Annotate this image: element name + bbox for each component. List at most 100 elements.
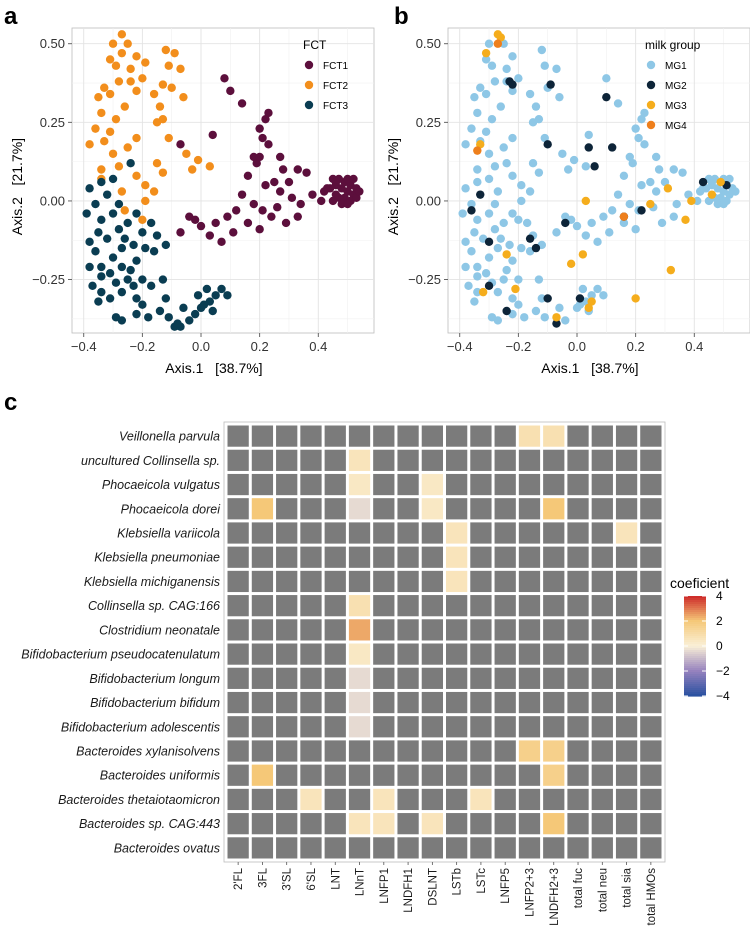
heatmap-cell-na	[300, 546, 322, 568]
heatmap-cell-value	[421, 473, 443, 496]
heatmap-cell-na	[470, 619, 492, 641]
point-mg3	[707, 190, 717, 199]
x-axis-label: Axis.1 [38.7%]	[165, 360, 262, 376]
heatmap-cell-value	[543, 498, 565, 520]
point-mg1	[508, 256, 517, 265]
heatmap-cell-na	[397, 619, 419, 641]
heatmap-cell-na	[227, 740, 249, 762]
point-fct1	[261, 114, 270, 124]
point-mg1	[493, 187, 503, 196]
heatmap-cell-na	[615, 813, 638, 835]
point-mg2	[602, 92, 611, 102]
heatmap-cell-na	[640, 595, 662, 617]
heatmap-cell-na	[251, 837, 274, 859]
heatmap-cell-na	[446, 764, 468, 786]
colorbar-title: coeficient	[670, 575, 729, 591]
colorbar-segment	[684, 640, 706, 643]
point-mg3	[496, 33, 505, 42]
legend-key-fct3	[304, 100, 314, 110]
point-mg1	[625, 152, 634, 162]
heatmap-cell-na	[227, 425, 249, 447]
point-mg1	[540, 133, 549, 143]
heatmap-cell-na	[543, 667, 565, 689]
x-tick-label: −0.2	[506, 339, 532, 354]
x-tick-label: −0.2	[130, 339, 156, 354]
colorbar-segment	[684, 646, 706, 649]
point-mg1	[651, 187, 661, 196]
heatmap-cell-na	[251, 522, 274, 544]
point-mg2	[552, 319, 561, 328]
point-fct2	[120, 102, 129, 111]
heatmap-cell-na	[615, 473, 638, 496]
point-fct1	[302, 168, 311, 177]
heatmap-cell-na	[591, 570, 613, 593]
colorbar-segment	[684, 634, 706, 637]
point-fct1	[317, 196, 326, 206]
heatmap-cell-na	[373, 522, 395, 544]
point-fct1	[273, 203, 282, 212]
heatmap-cell-na	[276, 425, 298, 447]
point-mg1	[581, 231, 591, 240]
point-fct3	[123, 275, 132, 284]
heatmap-frame	[223, 421, 666, 863]
column-label: total HMOs	[646, 868, 658, 926]
heatmap-cell-na	[348, 788, 371, 811]
heatmap-cell-value	[446, 570, 468, 593]
point-mg1	[640, 140, 649, 149]
heatmap-cell-na	[567, 643, 589, 665]
heatmap-cell-na	[518, 546, 541, 568]
x-tick-label: 0.2	[627, 339, 645, 354]
legend-key-fct1	[304, 60, 314, 70]
point-mg1	[481, 55, 491, 64]
colorbar-segment	[684, 606, 706, 609]
point-fct2	[94, 92, 103, 102]
colorbar-segment	[684, 644, 706, 647]
heatmap-cell-na	[397, 643, 419, 665]
x-tick-label: 0.0	[568, 339, 586, 354]
heatmap-cell-na	[251, 643, 274, 665]
point-fct2	[188, 165, 197, 174]
heatmap-cell-na	[567, 595, 589, 617]
point-mg1	[564, 165, 573, 174]
point-mg1	[528, 159, 538, 168]
point-fct2	[126, 77, 135, 86]
heatmap-cell-na	[446, 740, 468, 762]
point-fct3	[179, 303, 188, 313]
legend-label-fct2: FCT2	[323, 81, 348, 92]
heatmap-cell-na	[640, 473, 662, 496]
point-mg4	[473, 146, 482, 155]
heatmap-cell-na	[276, 473, 298, 496]
row-label: Phocaeicola dorei	[121, 502, 222, 516]
colorbar-segment	[684, 664, 706, 667]
heatmap-cell-value	[348, 595, 371, 617]
heatmap-cell-na	[470, 837, 492, 859]
point-mg2	[698, 177, 708, 187]
colorbar-segment	[684, 684, 706, 687]
point-mg1	[693, 196, 702, 206]
legend-key-mg1	[646, 60, 656, 70]
heatmap-cell-na	[276, 788, 298, 811]
colorbar-tick-label: 0	[716, 639, 723, 653]
heatmap-cell-na	[567, 691, 589, 714]
heatmap-cell-value	[446, 522, 468, 544]
heatmap-cell-na	[421, 716, 443, 738]
point-mg4	[619, 212, 629, 221]
point-fct3	[97, 262, 106, 272]
heatmap-cell-na	[251, 473, 274, 496]
point-fct3	[117, 243, 127, 253]
point-mg3	[666, 265, 676, 275]
point-fct3	[123, 218, 132, 228]
row-label: Bifidobacterium bifidum	[90, 696, 220, 710]
point-fct2	[132, 133, 141, 143]
heatmap-cell-na	[591, 740, 613, 762]
point-mg4	[493, 39, 503, 48]
heatmap-cell-na	[397, 691, 419, 714]
heatmap-cell-na	[227, 691, 249, 714]
point-fct1	[208, 130, 217, 140]
heatmap-cell-na	[251, 546, 274, 568]
heatmap-cell-na	[421, 619, 443, 641]
point-fct2	[138, 215, 147, 225]
heatmap-cell-na	[397, 473, 419, 496]
point-mg1	[640, 108, 649, 118]
heatmap-cell-value	[421, 813, 443, 835]
